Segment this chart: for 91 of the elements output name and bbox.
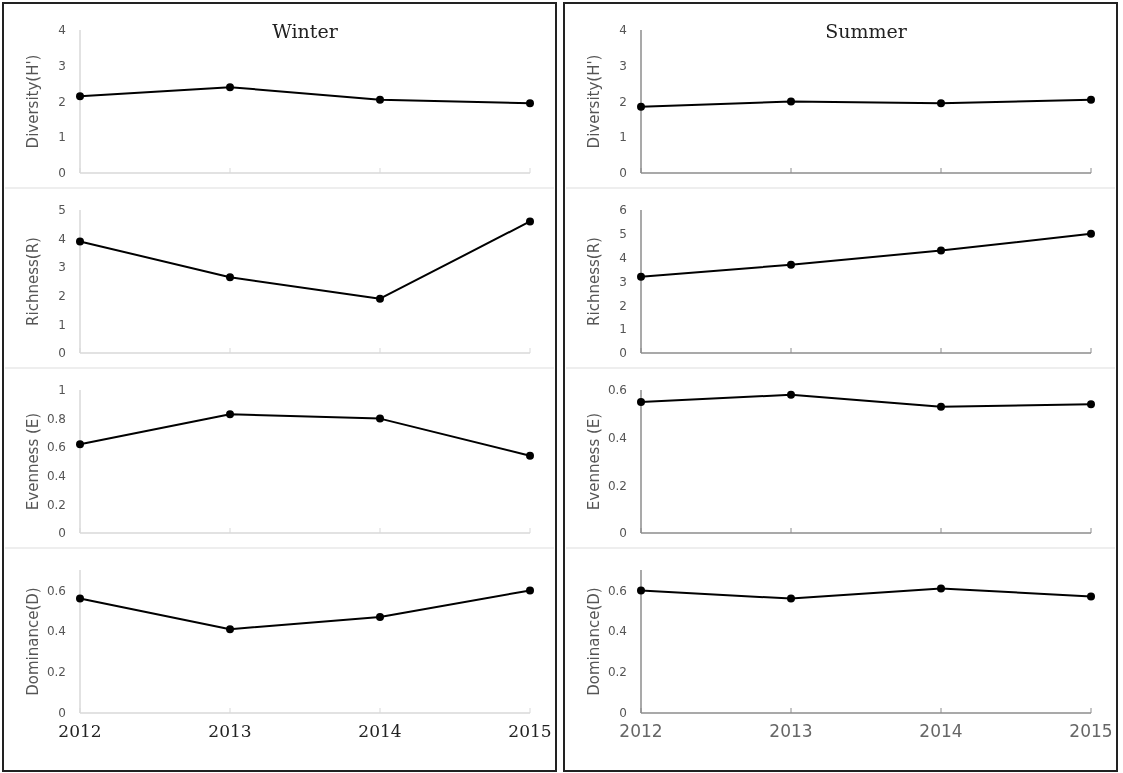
y-tick-label: 1 — [58, 317, 66, 332]
y-tick-label: 0 — [58, 346, 66, 361]
y-tick-label: 0.4 — [46, 624, 66, 639]
y-tick-label: 4 — [619, 250, 627, 265]
y-tick-label: 3 — [58, 260, 66, 275]
point — [376, 612, 384, 621]
y-axis-title: Diversity(H') — [24, 54, 42, 149]
point — [787, 594, 795, 603]
point — [376, 294, 384, 303]
y-tick-label: 0 — [58, 166, 66, 181]
point — [526, 99, 534, 108]
y-tick-label: 0.2 — [607, 665, 627, 680]
point — [226, 273, 234, 282]
y-axis-title: Richness(R) — [24, 237, 42, 326]
chart-title: Summer — [825, 20, 908, 42]
y-tick-label: 5 — [58, 203, 66, 218]
x-tick-label: 2013 — [208, 721, 252, 741]
y-tick-label: 1 — [58, 383, 66, 398]
y-tick-label: 2 — [58, 289, 66, 303]
point — [937, 246, 945, 255]
y-axis-title: Dominance(D) — [585, 587, 603, 696]
point — [1087, 400, 1095, 409]
point — [1087, 592, 1095, 601]
y-axis-title: Richness(R) — [585, 237, 603, 326]
y-tick-label: 2 — [58, 94, 66, 109]
point — [76, 92, 84, 101]
y-axis-title: Evenness (E) — [24, 412, 42, 511]
y-tick-label: 6 — [619, 203, 627, 218]
y-tick-label: 4 — [619, 23, 627, 38]
point — [526, 451, 534, 460]
y-tick-label: 3 — [58, 58, 66, 73]
y-tick-label: 0.6 — [46, 583, 66, 598]
x-tick-label: 2014 — [358, 721, 402, 741]
point — [526, 217, 534, 226]
y-tick-label: 2 — [619, 298, 627, 313]
y-tick-label: 0 — [58, 526, 66, 541]
point — [787, 260, 795, 269]
y-tick-label: 0.2 — [46, 497, 66, 512]
y-tick-label: 3 — [619, 274, 627, 289]
point — [226, 625, 234, 634]
y-tick-label: 0.8 — [46, 411, 66, 426]
point — [376, 414, 384, 423]
y-tick-label: 0 — [619, 706, 627, 721]
y-tick-label: 0 — [58, 706, 66, 721]
y-axis-title: Dominance(D) — [24, 587, 42, 696]
y-tick-label: 0 — [619, 166, 627, 181]
point — [76, 237, 84, 246]
point — [1087, 95, 1095, 104]
point — [526, 586, 534, 595]
y-tick-label: 3 — [619, 58, 627, 73]
point — [76, 440, 84, 449]
y-tick-label: 0.2 — [46, 665, 66, 680]
x-tick-label: 2013 — [769, 721, 813, 741]
y-tick-label: 4 — [58, 231, 66, 246]
y-tick-label: 0.4 — [46, 469, 66, 483]
y-tick-label: 0.6 — [46, 440, 66, 455]
y-tick-label: 5 — [619, 227, 627, 242]
point — [787, 390, 795, 399]
point — [637, 102, 645, 111]
y-tick-label: 0 — [619, 526, 627, 541]
y-axis-title: Evenness (E) — [585, 412, 603, 511]
point — [376, 95, 384, 104]
x-tick-label: 2012 — [58, 721, 102, 741]
x-tick-label: 2015 — [1069, 721, 1113, 741]
point — [637, 397, 645, 406]
y-tick-label: 0.6 — [607, 383, 627, 398]
chart-title: Winter — [272, 20, 339, 42]
point — [226, 83, 234, 92]
point — [937, 99, 945, 108]
y-tick-label: 1 — [619, 322, 627, 337]
y-tick-label: 0 — [619, 346, 627, 361]
y-tick-label: 0.6 — [607, 583, 627, 598]
point — [937, 584, 945, 593]
y-tick-label: 0.4 — [607, 430, 627, 445]
y-tick-label: 4 — [58, 23, 66, 38]
x-tick-label: 2012 — [619, 721, 663, 741]
x-tick-label: 2015 — [508, 721, 552, 741]
y-tick-label: 1 — [619, 130, 627, 145]
y-tick-label: 1 — [58, 130, 66, 145]
y-tick-label: 0.4 — [607, 624, 627, 639]
x-tick-label: 2014 — [919, 721, 963, 741]
y-axis-title: Diversity(H') — [585, 54, 603, 149]
point — [1087, 229, 1095, 238]
point — [637, 272, 645, 281]
point — [787, 97, 795, 106]
point — [637, 586, 645, 595]
point — [76, 594, 84, 603]
y-tick-label: 0.2 — [607, 478, 627, 493]
point — [937, 402, 945, 411]
y-tick-label: 2 — [619, 94, 627, 109]
point — [226, 410, 234, 419]
